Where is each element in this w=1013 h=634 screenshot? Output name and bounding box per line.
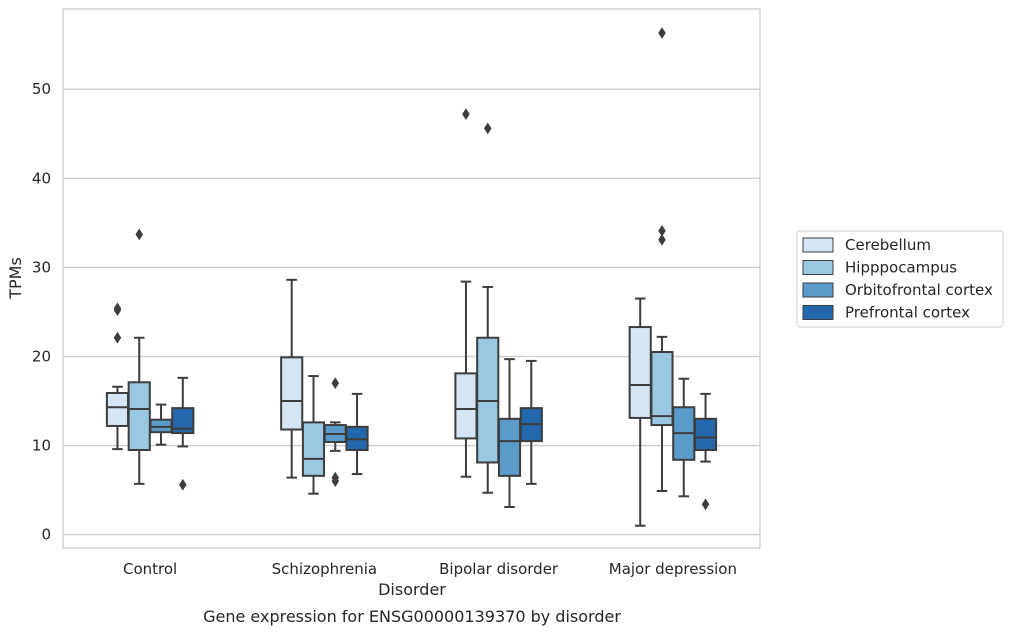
x-tick-labels: Control Schizophrenia Bipolar disorder Majo…	[123, 560, 737, 578]
legend-label: Hipppocampus	[845, 259, 957, 277]
box	[171, 376, 195, 491]
legend-label: Prefrontal cortex	[845, 304, 970, 322]
outlier-point	[701, 498, 710, 511]
legend-label: Orbitofrontal cortex	[845, 281, 993, 299]
outlier-point	[658, 224, 666, 237]
legend-item: Cerebellum	[802, 236, 931, 254]
legend-item: Hipppocampus	[802, 259, 957, 277]
y-tick-label: 40	[32, 169, 51, 187]
y-tick-label: 10	[32, 437, 51, 455]
y-tick-label: 20	[32, 347, 51, 365]
x-tick-label: Control	[123, 560, 177, 578]
outlier-point	[483, 122, 492, 135]
box-body	[454, 372, 478, 440]
box	[519, 359, 543, 485]
box-body	[105, 391, 130, 427]
box-body	[650, 351, 674, 427]
x-axis-label: Disorder	[378, 580, 446, 599]
box	[497, 358, 522, 509]
y-axis-label: TPMs	[6, 257, 25, 300]
box	[693, 392, 718, 511]
outlier-point	[658, 27, 666, 40]
outlier-point	[179, 478, 187, 491]
box	[454, 108, 478, 478]
legend-swatch	[802, 237, 834, 253]
box-body	[280, 356, 304, 431]
box-body	[171, 407, 195, 435]
legend-item: Prefrontal cortex	[802, 304, 970, 322]
box-body	[693, 417, 718, 451]
legend-swatch	[802, 282, 834, 298]
x-tick-label: Bipolar disorder	[439, 560, 559, 578]
legend-swatch	[802, 260, 834, 275]
outlier-point	[113, 302, 122, 315]
outlier-point	[331, 377, 340, 390]
box	[650, 27, 674, 492]
box	[345, 392, 369, 476]
box-body	[628, 326, 652, 419]
box-body	[497, 417, 522, 477]
y-tick-label: 50	[32, 80, 51, 98]
x-tick-label: Schizophrenia	[272, 560, 377, 578]
x-tick-label: Major depression	[609, 560, 737, 578]
plot-area	[62, 8, 761, 549]
box-body	[127, 381, 151, 452]
box	[301, 375, 326, 495]
box	[672, 377, 696, 498]
box	[280, 278, 304, 479]
y-tick-label: 30	[32, 258, 51, 276]
outlier-point	[331, 471, 340, 484]
chart-caption: Gene expression for ENSG00000139370 by d…	[203, 607, 621, 626]
outlier-point	[658, 233, 666, 246]
legend-label: Cerebellum	[845, 236, 931, 254]
y-tick-label: 0	[41, 526, 51, 544]
outlier-point	[135, 228, 144, 241]
series-hipppocampus	[127, 27, 674, 495]
box	[476, 122, 500, 494]
y-tick-labels: 0 10 20 30 40 50	[32, 80, 51, 543]
legend-swatch	[802, 305, 834, 320]
legend-item: Orbitofrontal cortex	[802, 281, 993, 299]
outlier-point	[113, 331, 122, 344]
series-prefrontal-cortex	[171, 359, 718, 511]
series-orbitofrontal-cortex	[149, 358, 696, 509]
box-series	[105, 27, 718, 527]
box	[105, 302, 130, 451]
outlier-point	[462, 108, 470, 121]
box	[127, 228, 151, 485]
legend: Cerebellum Hipppocampus Orbitofrontal cort…	[796, 230, 1004, 328]
legend-frame	[796, 230, 1004, 328]
box-body	[301, 421, 326, 477]
